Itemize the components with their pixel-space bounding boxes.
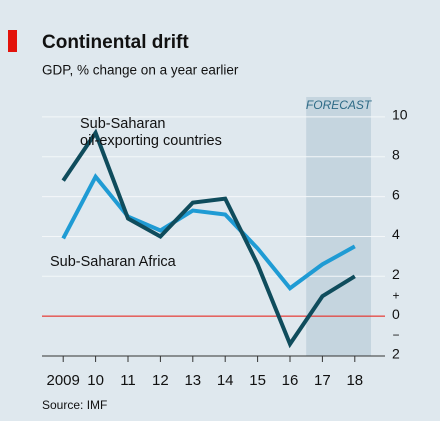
- x-tick-label: 10: [87, 372, 104, 389]
- chart-subtitle: GDP, % change on a year earlier: [42, 63, 239, 78]
- forecast-shade: [306, 97, 371, 356]
- x-tick-label: 17: [314, 372, 331, 389]
- x-tick-label: 18: [346, 372, 363, 389]
- y-tick-label: 8: [392, 146, 400, 162]
- source: Source: IMF: [42, 398, 107, 412]
- y-tick-label: 0: [392, 306, 400, 322]
- x-tick-label: 11: [120, 372, 136, 389]
- chart-title: Continental drift: [42, 32, 189, 53]
- x-tick-label: 13: [184, 372, 201, 389]
- series-label: Sub-Saharan Africa: [50, 254, 177, 270]
- x-tick-label: 14: [217, 372, 234, 389]
- x-tick-label: 16: [282, 372, 299, 389]
- x-tick-label: 15: [249, 372, 266, 389]
- x-tick-label: 12: [152, 372, 169, 389]
- forecast-label: FORECAST: [306, 98, 373, 112]
- series-line: [61, 128, 356, 349]
- y-tick-label: 2: [392, 266, 400, 282]
- series-label: oil-exporting countries: [80, 133, 222, 149]
- axis-sign: +: [392, 288, 399, 302]
- y-tick-label: 10: [392, 107, 408, 123]
- series-label: Sub-Saharan: [80, 116, 165, 132]
- y-tick-label: 2: [392, 346, 400, 362]
- red-tag: [8, 30, 17, 52]
- series-line: [61, 173, 356, 292]
- x-tick-label: 2009: [47, 372, 80, 389]
- y-tick-label: 6: [392, 186, 400, 202]
- axis-sign: −: [392, 328, 399, 342]
- y-tick-label: 4: [392, 226, 400, 242]
